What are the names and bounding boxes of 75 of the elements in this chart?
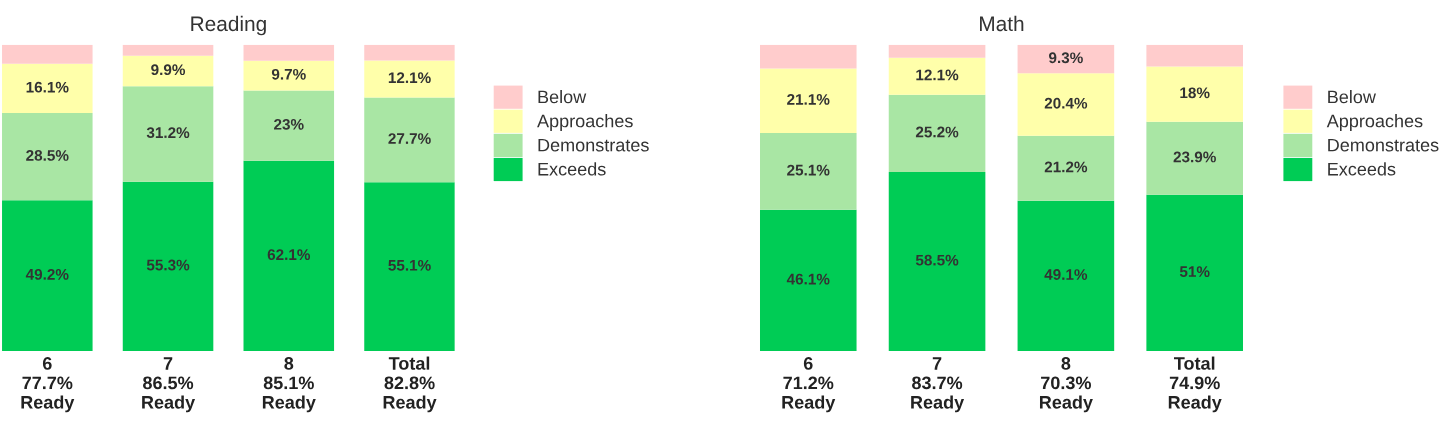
bar <box>243 90 335 161</box>
bar <box>122 55 214 87</box>
legend-label: Exceeds <box>538 162 606 176</box>
bar <box>243 160 335 351</box>
x-tick-label: 7 83.7% Ready <box>911 357 965 413</box>
x-tick-label: 8 85.1% Ready <box>262 357 316 413</box>
data-label: 9.7% <box>271 68 306 80</box>
data-label: 25.2% <box>915 126 959 138</box>
data-label: 20.4% <box>1044 97 1088 109</box>
data-label: 23.9% <box>1173 151 1216 163</box>
x-tick-label: Total 82.8% Ready <box>383 356 437 413</box>
chart-title: Reading <box>191 15 266 36</box>
data-label: 55.1% <box>388 259 431 271</box>
bar <box>2 63 93 114</box>
data-label: 28.5% <box>26 150 69 161</box>
bar <box>1017 135 1115 201</box>
bar <box>888 171 986 351</box>
x-tick-label: 7 86.5% Ready <box>142 357 196 413</box>
bar <box>364 60 455 98</box>
x-tick-label: Total 74.9% Ready <box>1168 356 1222 413</box>
bar <box>1146 44 1243 67</box>
data-label: 9.9% <box>151 64 186 76</box>
data-label: 16.1% <box>26 81 69 93</box>
bar <box>2 44 93 64</box>
bar <box>1017 200 1115 351</box>
data-label: 49.1% <box>1044 269 1088 280</box>
data-label: 31.2% <box>146 127 190 139</box>
bar <box>364 97 455 183</box>
bar <box>1017 73 1115 136</box>
bar <box>364 182 455 351</box>
bar <box>243 44 335 61</box>
data-label: 9.3% <box>1049 52 1083 64</box>
bar <box>122 44 214 56</box>
data-label: 46.1% <box>786 273 830 285</box>
data-label: 21.2% <box>1044 161 1088 173</box>
bar <box>759 44 857 69</box>
bar <box>1146 66 1243 122</box>
bar <box>1017 44 1115 74</box>
data-label: 12.1% <box>916 69 959 81</box>
data-label: 49.2% <box>25 268 69 280</box>
data-label: 21.1% <box>787 93 830 105</box>
data-label: 27.7% <box>388 133 431 144</box>
data-label: 12.1% <box>388 72 431 84</box>
legend-label: Demonstrates <box>538 138 649 152</box>
bar <box>364 44 455 61</box>
bar <box>759 133 857 210</box>
data-label: 18% <box>1180 87 1210 99</box>
legend-label: Demonstrates <box>1328 138 1439 152</box>
bar <box>759 68 857 134</box>
data-label: 55.3% <box>146 259 190 271</box>
bar <box>1146 194 1243 351</box>
legend-label: Exceeds <box>1328 162 1396 176</box>
bar <box>888 57 986 95</box>
bar <box>122 181 214 351</box>
legend-label: Below <box>538 90 587 104</box>
data-label: 62.1% <box>267 249 311 261</box>
bar <box>888 44 986 58</box>
bar <box>2 113 93 201</box>
data-label: 58.5% <box>915 254 959 266</box>
legend-label: Below <box>1328 90 1376 104</box>
x-tick-label: 6 71.2% Ready <box>782 357 836 413</box>
x-tick-label: 8 70.3% Ready <box>1039 357 1093 413</box>
x-tick-label: 6 77.7% Ready <box>21 357 75 413</box>
data-label: 23% <box>274 118 304 130</box>
bar <box>2 200 93 351</box>
chart-title: Math <box>980 15 1024 32</box>
data-label: 25.1% <box>787 164 830 176</box>
legend-label: Approaches <box>537 114 633 131</box>
bar <box>759 209 857 351</box>
bar <box>243 60 335 91</box>
bar <box>1146 121 1243 195</box>
bar <box>122 86 214 182</box>
bar <box>888 94 986 172</box>
legend-label: Approaches <box>1326 114 1423 131</box>
data-label: 51% <box>1179 266 1210 278</box>
